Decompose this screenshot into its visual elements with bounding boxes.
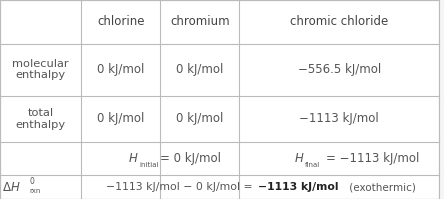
Text: $\Delta H$: $\Delta H$ [2,180,21,194]
Text: 0 kJ/mol: 0 kJ/mol [176,63,223,76]
Text: 0 kJ/mol: 0 kJ/mol [97,63,144,76]
Text: (exothermic): (exothermic) [346,182,416,192]
Text: −556.5 kJ/mol: −556.5 kJ/mol [297,63,381,76]
Text: 0 kJ/mol: 0 kJ/mol [97,112,144,125]
Text: initial: initial [139,162,159,168]
Text: −1113 kJ/mol − 0 kJ/mol =: −1113 kJ/mol − 0 kJ/mol = [106,182,256,192]
Text: −1113 kJ/mol: −1113 kJ/mol [258,182,338,192]
Text: final: final [305,162,320,168]
Text: molecular
enthalpy: molecular enthalpy [12,59,69,80]
Text: −1113 kJ/mol: −1113 kJ/mol [299,112,379,125]
Text: rxn: rxn [30,188,41,194]
Text: chromium: chromium [170,15,230,28]
Text: = 0 kJ/mol: = 0 kJ/mol [160,152,221,165]
Text: total
enthalpy: total enthalpy [16,108,66,130]
Text: 0 kJ/mol: 0 kJ/mol [176,112,223,125]
Text: 0: 0 [30,177,35,186]
Text: = −1113 kJ/mol: = −1113 kJ/mol [326,152,420,165]
Text: $H$: $H$ [128,152,139,165]
Text: chlorine: chlorine [97,15,145,28]
Text: $H$: $H$ [293,152,304,165]
Text: chromic chloride: chromic chloride [290,15,388,28]
